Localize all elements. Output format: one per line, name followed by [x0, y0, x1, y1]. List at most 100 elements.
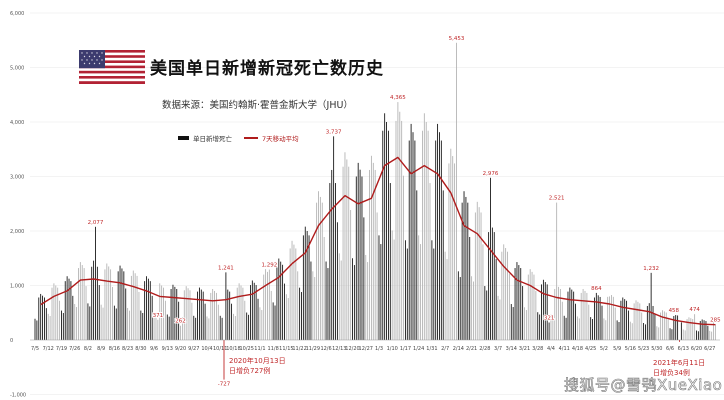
bar [319, 196, 321, 340]
x-tick-label: 10/18 [226, 346, 240, 352]
annotation-label: 2,077 [88, 220, 104, 226]
bar [293, 244, 295, 340]
bar [626, 300, 628, 340]
bar [308, 235, 310, 340]
bar [119, 265, 121, 340]
y-tick-label: 3,000 [10, 175, 24, 181]
y-tick-label: -1,000 [10, 393, 26, 399]
annotation-label: 3,737 [326, 129, 342, 135]
bar [217, 304, 219, 340]
bar [278, 258, 280, 340]
bar [686, 319, 688, 340]
bar [645, 324, 646, 340]
y-tick-label: 0 [10, 338, 13, 344]
bar [363, 217, 365, 340]
bar [629, 321, 631, 340]
bar [474, 212, 476, 340]
bar [680, 322, 682, 340]
bar [274, 305, 276, 340]
x-tick-label: 7/26 [69, 346, 80, 352]
bar [420, 244, 422, 340]
bar [605, 320, 607, 340]
bar [240, 285, 242, 340]
annotation-label: 4,365 [390, 95, 406, 101]
bar [164, 300, 166, 340]
x-tick-label: 3/21 [519, 346, 530, 352]
bar [102, 307, 104, 340]
annotation-label: 1,232 [643, 266, 659, 272]
bar [348, 166, 350, 340]
bar [701, 319, 703, 340]
bar [206, 316, 208, 340]
bar [108, 266, 110, 340]
bar [671, 329, 673, 340]
bar [344, 152, 346, 340]
bar [310, 261, 312, 340]
bar [510, 304, 512, 340]
bar [514, 268, 516, 340]
bar [593, 297, 595, 340]
annotation-label: 474 [689, 307, 700, 313]
bar [316, 202, 318, 340]
legend-ma-label: 7天移动平均 [262, 135, 299, 143]
bar [64, 281, 66, 340]
x-tick-label: 9/20 [175, 346, 186, 352]
bar [576, 316, 578, 340]
bar [215, 292, 217, 340]
y-tick-label: 2,000 [10, 229, 24, 235]
bar [609, 296, 611, 340]
bar [87, 303, 89, 340]
bar [333, 136, 335, 340]
bar [66, 276, 68, 340]
legend-bar-swatch [178, 136, 189, 140]
bar [442, 190, 444, 340]
bar [244, 300, 246, 340]
bar [709, 330, 711, 340]
bar [580, 292, 582, 340]
bar [433, 248, 435, 340]
bar [692, 319, 694, 340]
x-tick-label: 5/2 [600, 346, 608, 352]
annotation-label: 262 [175, 319, 186, 325]
bar [200, 289, 202, 340]
bar [72, 295, 74, 340]
bar [429, 183, 431, 340]
x-tick-label: 6/6 [666, 346, 674, 352]
bar [401, 120, 403, 340]
bar [639, 303, 641, 340]
bar [306, 231, 308, 340]
bar [227, 289, 229, 340]
bar [68, 278, 70, 340]
bar [499, 299, 501, 340]
x-tick-label: 4/4 [547, 346, 555, 352]
bar [518, 265, 520, 340]
x-tick-label: 8/30 [135, 346, 146, 352]
bar [117, 271, 119, 340]
annotation-label: 2,521 [549, 196, 565, 202]
bar [353, 265, 355, 340]
x-tick-label: 12/13 [332, 346, 346, 352]
bar [193, 315, 195, 340]
bar [552, 316, 554, 340]
bar [134, 273, 136, 340]
bar [714, 324, 716, 340]
bar [571, 289, 573, 340]
bar [93, 260, 95, 340]
bar [140, 310, 142, 340]
bar [669, 328, 671, 340]
bar [384, 113, 386, 340]
moving-average-line [40, 156, 716, 326]
x-tick-label: 7/12 [43, 346, 54, 352]
bar [677, 315, 679, 340]
bar [440, 140, 442, 340]
bar [127, 307, 129, 340]
bar [599, 296, 601, 340]
bar [439, 132, 440, 340]
bar [312, 271, 314, 340]
x-tick-label: 11/8 [268, 346, 279, 352]
bar [204, 303, 206, 340]
bar [365, 254, 367, 340]
bar [628, 310, 629, 340]
bar [318, 191, 319, 340]
bar [416, 190, 418, 340]
